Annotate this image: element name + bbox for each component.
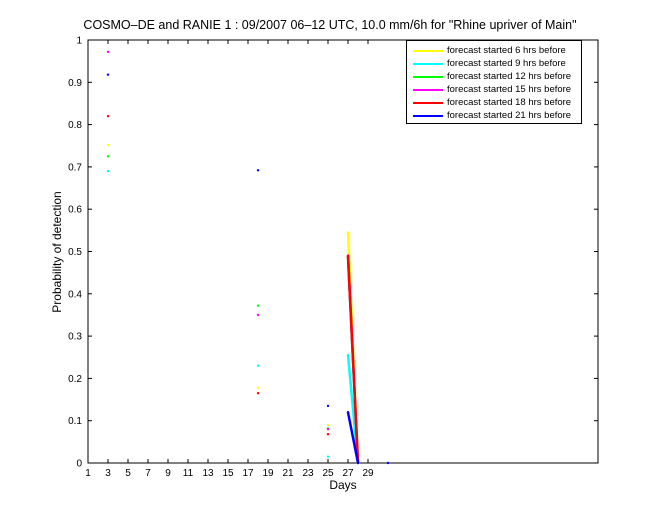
x-tick-label: 5	[125, 468, 131, 479]
y-axis-label: Probability of detection	[50, 191, 64, 313]
data-point	[106, 114, 110, 118]
y-tick-label: 0.4	[68, 289, 82, 300]
legend-item: forecast started 21 hrs before	[407, 109, 581, 122]
data-point	[256, 392, 260, 395]
x-tick-label: 23	[302, 468, 314, 479]
data-point	[256, 304, 260, 307]
legend-label: forecast started 9 hrs before	[447, 58, 566, 69]
x-tick-label: 11	[183, 468, 194, 479]
data-point	[326, 433, 330, 436]
y-tick-label: 0	[76, 459, 82, 470]
x-tick-label: 13	[202, 468, 214, 479]
x-tick-label: 29	[362, 468, 374, 479]
legend-label: forecast started 18 hrs before	[447, 97, 572, 108]
data-point	[106, 155, 110, 158]
legend-item: forecast started 18 hrs before	[407, 96, 581, 109]
y-tick-label: 0.1	[68, 416, 82, 427]
x-axis-label: Days	[329, 478, 357, 492]
legend-label: forecast started 6 hrs before	[447, 45, 566, 56]
series-line	[346, 255, 360, 464]
data-point	[256, 313, 260, 317]
x-tick-label: 25	[322, 468, 334, 479]
data-point	[256, 364, 260, 367]
y-tick-label: 1	[76, 36, 82, 47]
legend-swatch	[413, 115, 443, 117]
data-point	[256, 169, 260, 172]
data-point	[326, 455, 330, 458]
y-tick-label: 0.3	[68, 332, 82, 343]
y-tick-label: 0.2	[68, 374, 82, 385]
series-line	[346, 411, 360, 464]
legend-item: forecast started 9 hrs before	[407, 57, 581, 70]
y-tick-label: 0.8	[68, 120, 82, 131]
data-point	[106, 50, 110, 54]
legend-label: forecast started 21 hrs before	[447, 110, 572, 121]
y-tick-label: 0.5	[68, 247, 82, 258]
data-point	[106, 169, 110, 173]
legend-swatch	[413, 102, 443, 104]
x-tick-label: 7	[145, 468, 151, 479]
x-tick-label: 27	[342, 468, 354, 479]
legend-swatch	[413, 76, 443, 78]
x-tick-label: 1	[85, 468, 91, 479]
y-tick-label: 0.6	[68, 205, 82, 216]
legend-swatch	[413, 89, 443, 91]
legend-item: forecast started 15 hrs before	[407, 83, 581, 96]
data-point	[326, 423, 330, 427]
legend-swatch	[413, 63, 443, 65]
data-point	[256, 386, 260, 389]
legend-item: forecast started 6 hrs before	[407, 44, 581, 57]
legend-swatch	[413, 50, 443, 52]
data-point	[106, 143, 110, 147]
x-tick-label: 17	[242, 468, 254, 479]
y-tick-label: 0.9	[68, 78, 82, 89]
data-point	[326, 427, 330, 431]
x-tick-label: 19	[262, 468, 274, 479]
x-tick-label: 9	[165, 468, 171, 479]
data-point	[326, 404, 330, 408]
legend-label: forecast started 12 hrs before	[447, 71, 572, 82]
x-tick-label: 15	[222, 468, 234, 479]
data-point	[106, 73, 110, 76]
legend: forecast started 6 hrs before forecast st…	[406, 40, 582, 124]
legend-label: forecast started 15 hrs before	[447, 84, 572, 95]
y-tick-label: 0.7	[68, 162, 82, 173]
chart-title: COSMO–DE and RANIE 1 : 09/2007 06–12 UTC…	[83, 18, 577, 32]
x-tick-label: 3	[105, 468, 111, 479]
x-tick-label: 21	[282, 468, 294, 479]
data-point	[386, 461, 390, 465]
legend-item: forecast started 12 hrs before	[407, 70, 581, 83]
